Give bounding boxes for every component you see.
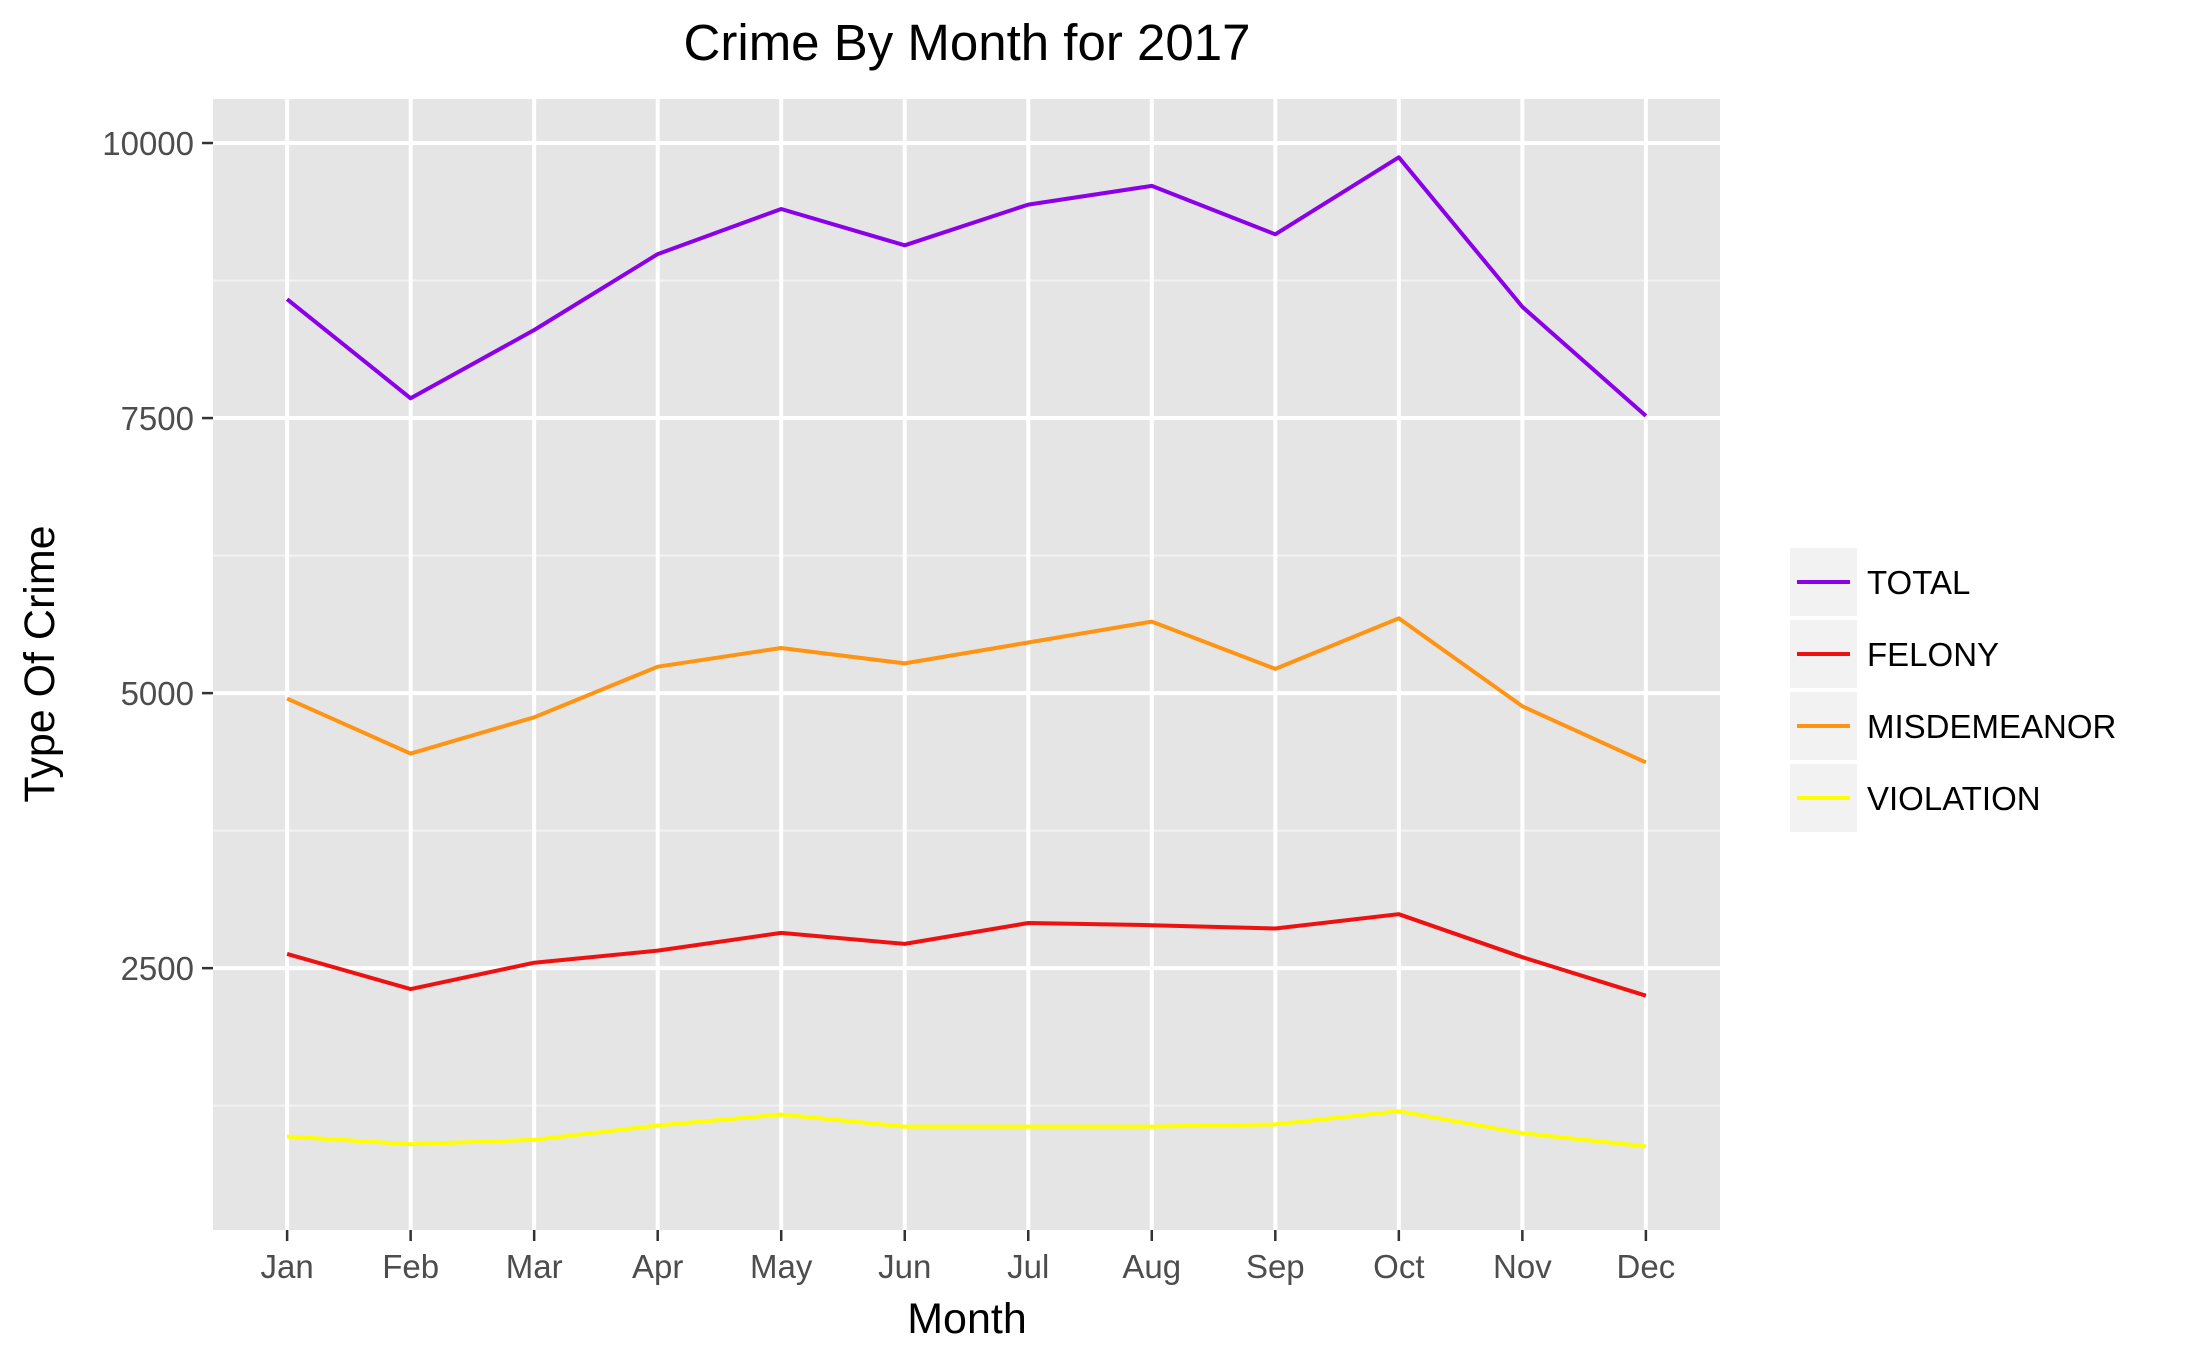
legend-label-violation: VIOLATION	[1867, 780, 2041, 817]
legend: TOTAL FELONY MISDEMEANOR VIOLATION	[1790, 548, 2116, 832]
x-tick-label: Nov	[1493, 1248, 1552, 1285]
series-line-misdemeanor	[286, 616, 1647, 765]
x-tick-label: Mar	[506, 1248, 563, 1285]
y-axis-title: Type Of Crime	[16, 525, 64, 802]
y-tick-label: 2500	[121, 950, 194, 987]
series-line-total	[285, 155, 1648, 418]
y-axis: 2500 5000 7500 10000	[102, 125, 213, 987]
grid-major	[213, 99, 1720, 1230]
y-tick-label: 7500	[121, 400, 194, 437]
plot-panel	[213, 99, 1720, 1230]
x-axis-title: Month	[907, 1295, 1027, 1343]
legend-label-total: TOTAL	[1867, 564, 1970, 601]
x-tick-label: Jun	[878, 1248, 931, 1285]
x-tick-label: Apr	[632, 1248, 683, 1285]
x-tick-label: Sep	[1246, 1248, 1305, 1285]
x-tick-label: Aug	[1122, 1248, 1181, 1285]
x-tick-label: Jul	[1007, 1248, 1049, 1285]
legend-label-felony: FELONY	[1867, 636, 1999, 673]
x-tick-label: Dec	[1617, 1248, 1676, 1285]
chart-title: Crime By Month for 2017	[684, 14, 1251, 71]
series-line-felony	[286, 912, 1647, 998]
series-line-violation	[286, 1109, 1647, 1149]
legend-label-misdemeanor: MISDEMEANOR	[1867, 708, 2116, 745]
series-lines	[285, 155, 1648, 1149]
x-tick-label: Jan	[261, 1248, 314, 1285]
y-tick-label: 10000	[102, 125, 194, 162]
x-tick-label: Oct	[1373, 1248, 1424, 1285]
x-axis: Jan Feb Mar Apr May Jun Jul Aug Sep Oct Nov Dec	[261, 1230, 1676, 1285]
grid-minor	[213, 279, 1720, 1107]
x-tick-label: May	[750, 1248, 813, 1285]
x-tick-label: Feb	[382, 1248, 439, 1285]
y-tick-label: 5000	[121, 675, 194, 712]
